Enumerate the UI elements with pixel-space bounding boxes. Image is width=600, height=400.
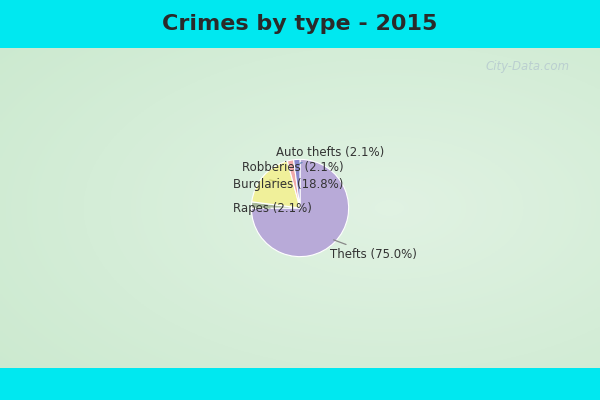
Text: Robberies (2.1%): Robberies (2.1%)	[242, 161, 344, 174]
Wedge shape	[251, 159, 349, 257]
Text: Rapes (2.1%): Rapes (2.1%)	[233, 202, 313, 215]
Text: Burglaries (18.8%): Burglaries (18.8%)	[233, 178, 344, 191]
Wedge shape	[293, 159, 300, 208]
Text: City-Data.com: City-Data.com	[486, 60, 570, 73]
Text: Auto thefts (2.1%): Auto thefts (2.1%)	[277, 146, 385, 163]
Text: Thefts (75.0%): Thefts (75.0%)	[330, 240, 417, 261]
Wedge shape	[287, 160, 300, 208]
Wedge shape	[251, 202, 300, 208]
Wedge shape	[252, 161, 300, 208]
Text: Crimes by type - 2015: Crimes by type - 2015	[163, 14, 437, 34]
